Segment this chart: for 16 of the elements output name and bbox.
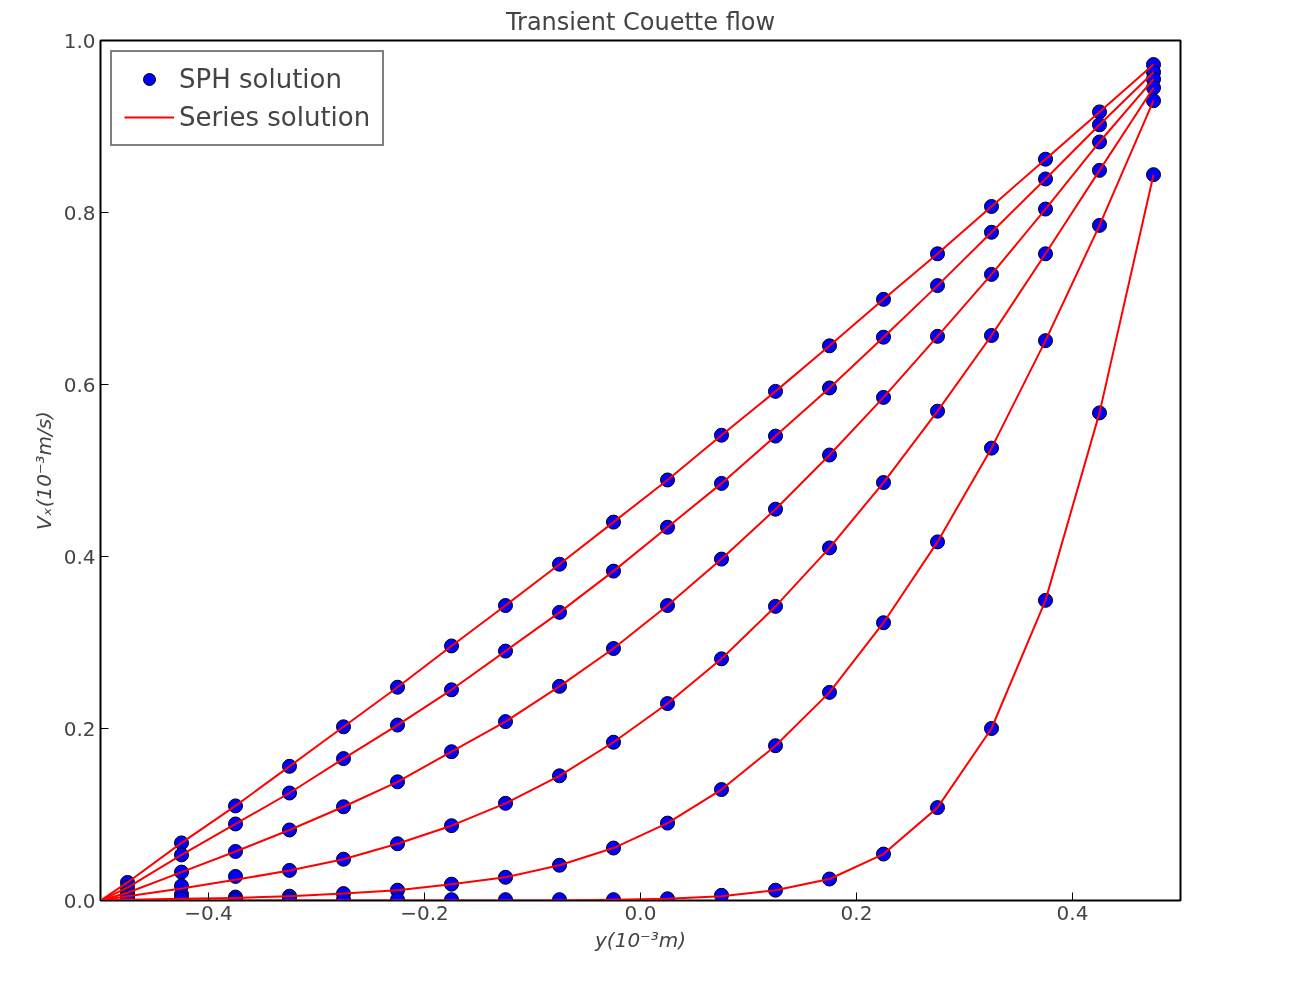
x-tick-label: −0.4 (184, 900, 233, 925)
x-tick-label: 0.4 (1056, 900, 1089, 925)
y-tick-label: 0.4 (63, 544, 96, 569)
x-tick-label: 0.2 (840, 900, 873, 925)
x-tick-label: −0.2 (400, 900, 449, 925)
legend-label: Series solution (179, 102, 371, 132)
y-axis-title: Vₓ(10⁻³m/s) (31, 411, 56, 530)
y-tick-label: 0.8 (63, 200, 96, 225)
x-axis-title: y(10⁻³m) (594, 927, 686, 952)
y-tick-label: 1.0 (63, 28, 96, 53)
y-tick-label: 0.6 (63, 372, 96, 397)
y-tick-label: 0.2 (63, 716, 96, 741)
x-tick-label: 0.0 (624, 900, 657, 925)
legend-label: SPH solution (179, 64, 342, 94)
point (1146, 167, 1161, 183)
chart-title: Transient Couette flow (504, 7, 776, 36)
